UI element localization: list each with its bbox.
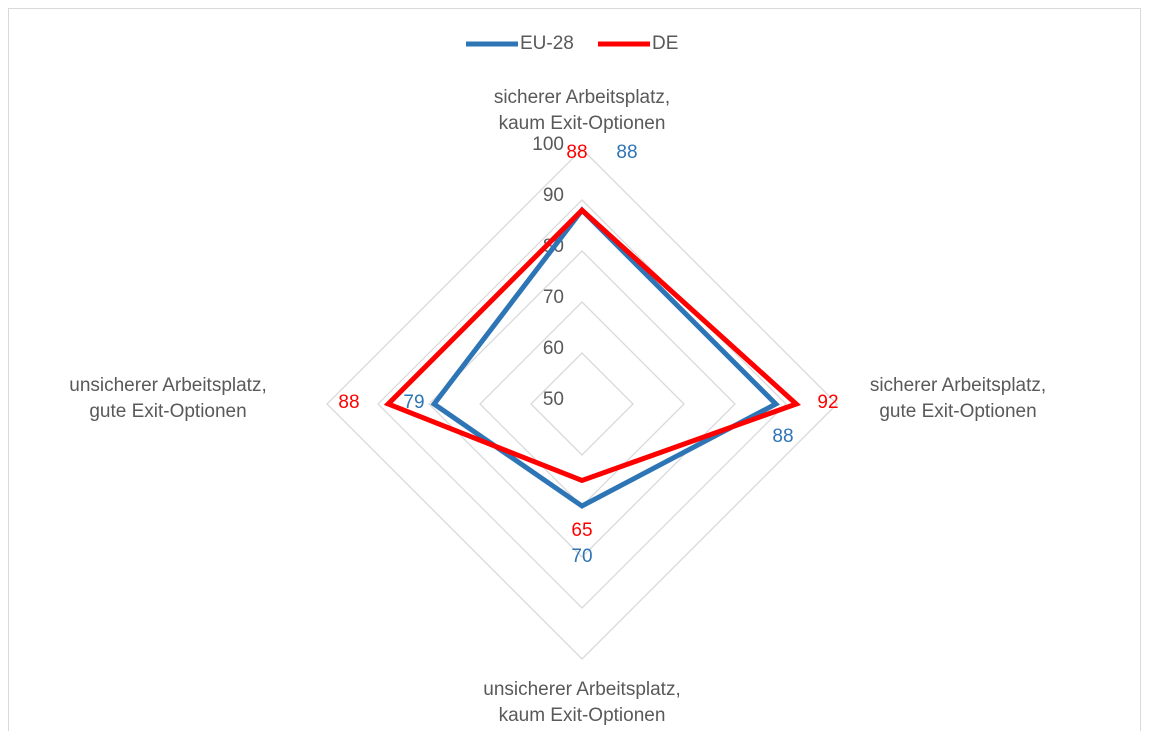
legend-label: DE (652, 33, 678, 54)
category-label: gute Exit-Optionen (879, 401, 1036, 422)
category-label: unsicherer Arbeitsplatz, (69, 375, 267, 396)
series-line (430, 206, 780, 509)
grid-line (479, 301, 685, 507)
chart-frame (8, 8, 1141, 736)
grid-line (530, 352, 634, 456)
r-tick-label: 70 (543, 287, 564, 308)
value-label: 92 (817, 392, 838, 413)
r-tick-label: 100 (532, 134, 564, 155)
grid-line (326, 148, 838, 660)
value-label: 79 (403, 392, 424, 413)
category-label: gute Exit-Optionen (89, 401, 246, 422)
category-label: sicherer Arbeitsplatz, (494, 87, 670, 108)
category-label: sicherer Arbeitsplatz, (870, 375, 1046, 396)
category-label: kaum Exit-Optionen (499, 113, 666, 134)
r-tick-label: 50 (543, 389, 564, 410)
value-label: 88 (338, 392, 359, 413)
value-label: 65 (571, 520, 592, 541)
category-label: kaum Exit-Optionen (499, 705, 666, 726)
value-label: 70 (571, 546, 592, 567)
value-label: 88 (616, 142, 637, 163)
r-tick-label: 60 (543, 338, 564, 359)
legend-label: EU-28 (520, 33, 574, 54)
grid-line (428, 250, 736, 558)
value-label: 88 (772, 426, 793, 447)
category-label: unsicherer Arbeitsplatz, (483, 679, 681, 700)
r-tick-label: 90 (543, 185, 564, 206)
series-line (383, 206, 801, 484)
value-label: 88 (566, 142, 587, 163)
